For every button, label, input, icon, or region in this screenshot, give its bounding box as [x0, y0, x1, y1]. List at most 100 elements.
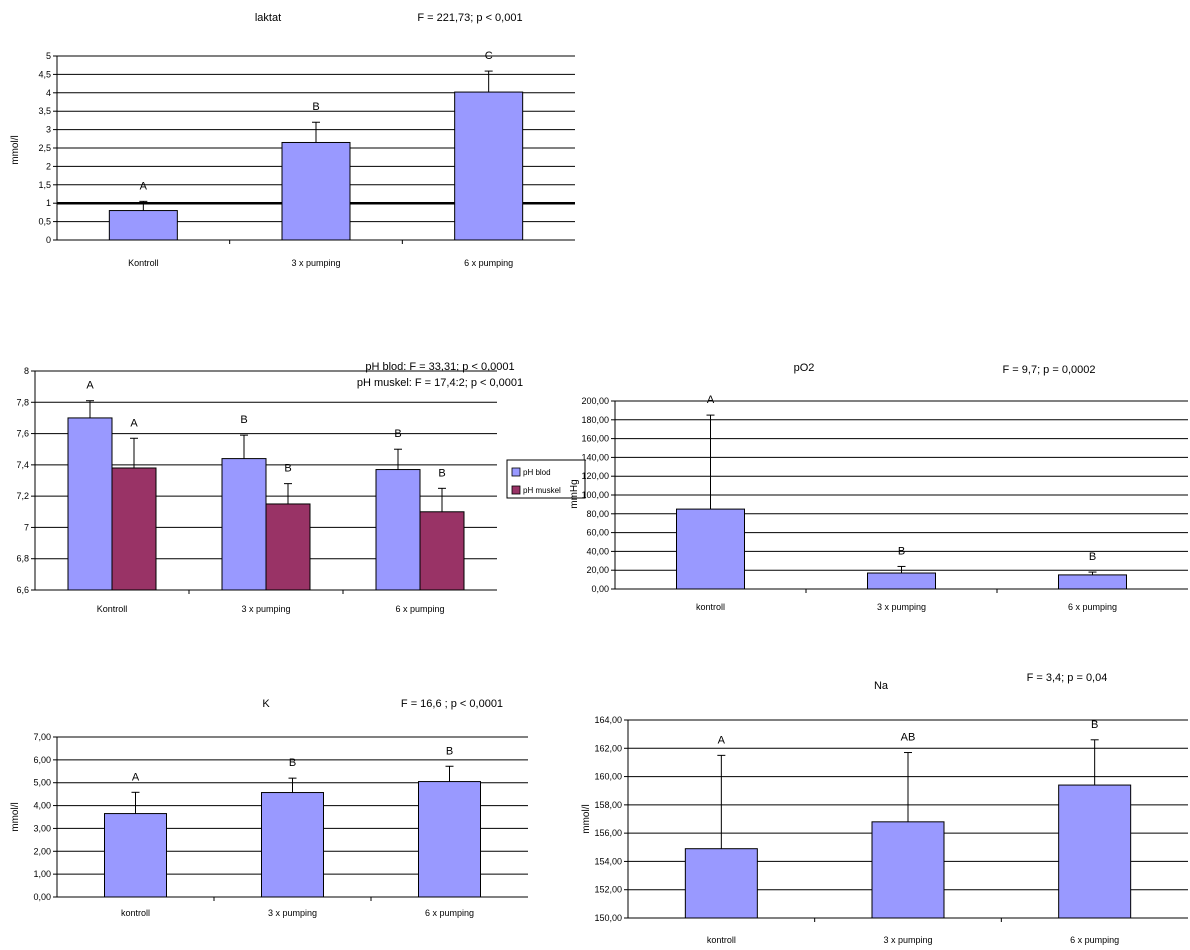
significance-label: B	[240, 414, 247, 426]
y-tick-label: 164,00	[594, 715, 622, 725]
y-tick-label: 160,00	[594, 772, 622, 782]
y-tick-label: 154,00	[594, 856, 622, 866]
category-label: 6 x pumping	[425, 908, 474, 918]
category-label: 3 x pumping	[241, 604, 290, 614]
chart-ph: 6,6 6,8 7 7,2 7,4 7,6 7,8 8 Kontroll A A 3 x pumpin…	[16, 361, 586, 614]
significance-label: B	[284, 463, 291, 475]
chart-title: K	[262, 698, 270, 710]
bar	[108, 210, 178, 241]
y-tick-label: 3	[46, 125, 51, 135]
y-tick-label: 7	[24, 522, 29, 532]
bar	[684, 848, 758, 919]
y-tick-label: 80,00	[586, 509, 609, 519]
chart-title: laktat	[255, 12, 281, 24]
category-label: Kontroll	[128, 258, 159, 268]
legend: pH blod pH muskel	[506, 459, 586, 499]
category-label: 6 x pumping	[464, 258, 513, 268]
bar	[111, 467, 157, 591]
category-label: Kontroll	[97, 604, 128, 614]
bar	[418, 781, 481, 898]
y-tick-label: 6,6	[16, 585, 29, 595]
bar	[261, 792, 324, 898]
y-tick-label: 152,00	[594, 885, 622, 895]
y-tick-label: 2,5	[38, 143, 51, 153]
y-tick-label: 156,00	[594, 828, 622, 838]
y-axis-label: mmol/l	[10, 802, 21, 831]
y-tick-label: 6,00	[33, 755, 51, 765]
y-tick-label: 100,00	[581, 490, 609, 500]
y-tick-label: 5,00	[33, 778, 51, 788]
legend-swatch	[511, 485, 521, 495]
y-tick-label: 200,00	[581, 396, 609, 406]
y-tick-label: 3,5	[38, 106, 51, 116]
significance-label: A	[718, 734, 726, 746]
bar	[1058, 574, 1127, 590]
y-tick-label: 1	[46, 198, 51, 208]
bar	[221, 458, 267, 591]
y-tick-label: 6,8	[16, 554, 29, 564]
category-label: 3 x pumping	[877, 602, 926, 612]
chart-title: pO2	[794, 362, 815, 374]
y-tick-label: 7,4	[16, 460, 29, 470]
chart-stat: pH muskel: F = 17,4:2; p < 0,0001	[357, 377, 523, 389]
bar	[281, 141, 351, 241]
significance-label: B	[394, 428, 401, 440]
y-axis-label: mmHg	[569, 479, 580, 508]
chart-na: 150,00 152,00 154,00 156,00 158,00 160,00 162,…	[581, 672, 1188, 945]
category-label: 3 x pumping	[883, 935, 932, 945]
chart-laktat: 0 0,5 1 1,5 2 2,5 3 3,5 4 4,5 5 Kontroll A 3 x pumpin…	[10, 12, 575, 268]
significance-label: A	[140, 180, 148, 192]
chart-stat: pH blod: F = 33,31; p < 0,0001	[365, 361, 514, 373]
y-tick-label: 120,00	[581, 471, 609, 481]
y-tick-label: 5	[46, 51, 51, 61]
y-tick-label: 4,00	[33, 801, 51, 811]
y-axis-label: mmol/l	[10, 135, 21, 164]
y-tick-label: 3,00	[33, 823, 51, 833]
y-tick-label: 7,8	[16, 397, 29, 407]
significance-label: A	[130, 417, 138, 429]
y-tick-label: 0,00	[33, 892, 51, 902]
category-label: kontroll	[707, 935, 736, 945]
chart-stat: F = 9,7; p = 0,0002	[1003, 364, 1096, 376]
category-label: kontroll	[121, 908, 150, 918]
legend-label: pH muskel	[523, 486, 561, 495]
significance-label: A	[86, 380, 94, 392]
significance-label: B	[446, 745, 453, 757]
category-label: kontroll	[696, 602, 725, 612]
significance-label: A	[707, 394, 715, 406]
y-tick-label: 0	[46, 235, 51, 245]
bar	[1058, 784, 1132, 919]
significance-label: B	[1091, 719, 1098, 731]
bar	[67, 417, 113, 591]
y-tick-label: 40,00	[586, 546, 609, 556]
chart-title: Na	[874, 680, 889, 692]
significance-label: B	[898, 545, 905, 557]
chart-stat: F = 16,6 ; p < 0,0001	[401, 698, 503, 710]
significance-label: AB	[901, 732, 916, 744]
y-tick-label: 150,00	[594, 913, 622, 923]
y-tick-label: 0,5	[38, 217, 51, 227]
bar	[375, 469, 421, 591]
category-label: 6 x pumping	[395, 604, 444, 614]
category-label: 3 x pumping	[291, 258, 340, 268]
y-tick-label: 7,2	[16, 491, 29, 501]
y-axis-label: mmol/l	[581, 804, 592, 833]
significance-label: B	[312, 101, 319, 113]
y-tick-label: 2,00	[33, 846, 51, 856]
chart-po2: 0,00 20,00 40,00 60,00 80,00 100,00 120,00 140,…	[569, 362, 1188, 612]
bar	[104, 813, 167, 898]
legend-label: pH blod	[523, 468, 551, 477]
y-tick-label: 0,00	[591, 584, 609, 594]
chart-k: 0,00 1,00 2,00 3,00 4,00 5,00 6,00 7,00 kontroll…	[10, 698, 528, 918]
significance-label: C	[485, 50, 493, 62]
significance-label: A	[132, 771, 140, 783]
y-tick-label: 162,00	[594, 743, 622, 753]
y-tick-label: 180,00	[581, 415, 609, 425]
bar	[454, 91, 524, 241]
y-tick-label: 140,00	[581, 452, 609, 462]
y-tick-label: 160,00	[581, 434, 609, 444]
significance-label: B	[289, 757, 296, 769]
y-tick-label: 1,5	[38, 180, 51, 190]
bar	[265, 503, 311, 591]
